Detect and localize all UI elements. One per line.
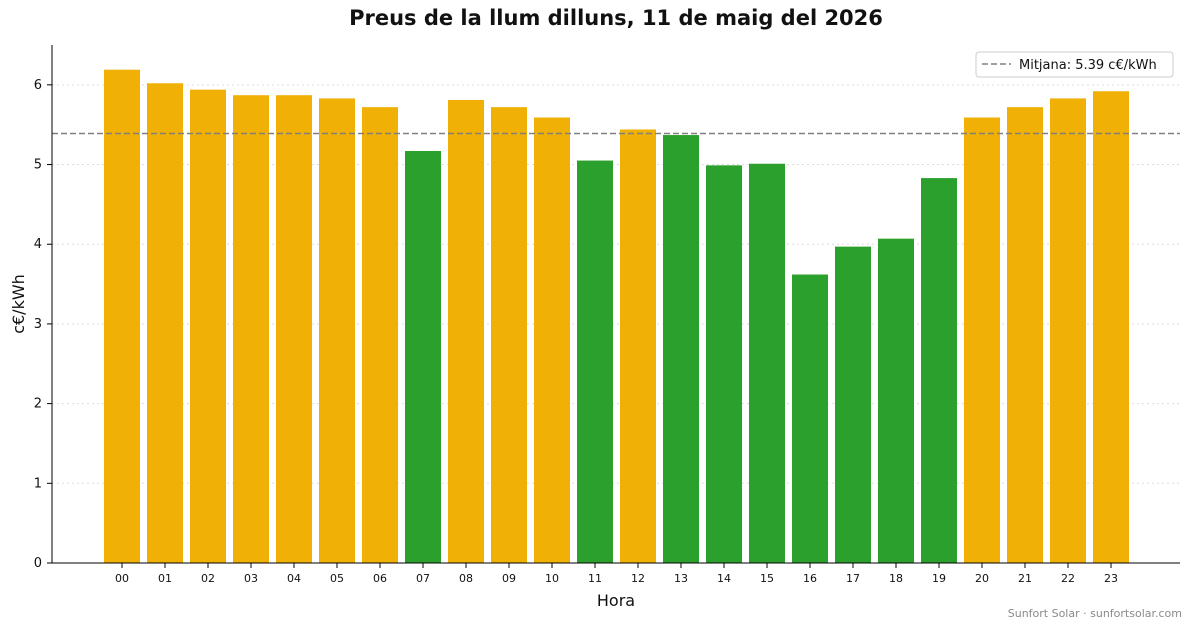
y-tick-label: 0 (34, 556, 42, 571)
x-tick-label: 10 (545, 572, 559, 585)
bar-hour-23 (1093, 91, 1129, 564)
bar-hour-14 (706, 165, 742, 563)
x-tick-label: 05 (330, 572, 344, 585)
x-tick-label: 07 (416, 572, 430, 585)
bar-hour-11 (577, 160, 613, 564)
x-tick-label: 19 (932, 572, 946, 585)
x-tick-label: 13 (674, 572, 688, 585)
x-tick-label: 17 (846, 572, 860, 585)
x-tick-label: 12 (631, 572, 645, 585)
x-tick-label: 09 (502, 572, 516, 585)
bar-hour-15 (749, 163, 785, 564)
x-tick-label: 15 (760, 572, 774, 585)
x-tick-label: 14 (717, 572, 731, 585)
x-tick-label: 11 (588, 572, 602, 585)
bar-hour-19 (921, 178, 957, 563)
bar-hour-13 (663, 135, 699, 563)
bar-hour-08 (448, 99, 484, 563)
legend-mean-label: Mitjana: 5.39 c€/kWh (1019, 58, 1157, 73)
y-tick-label: 6 (34, 78, 42, 93)
y-tick-label: 2 (34, 397, 42, 412)
x-tick-label: 06 (373, 572, 387, 585)
chart-title: Preus de la llum dilluns, 11 de maig del… (349, 6, 883, 30)
bar-hour-05 (319, 98, 355, 563)
bar-hour-03 (233, 95, 269, 564)
x-tick-label: 20 (975, 572, 989, 585)
bar-hour-22 (1050, 98, 1086, 563)
bar-hour-20 (964, 117, 1000, 564)
footer-credit: Sunfort Solar · sunfortsolar.com (1008, 607, 1182, 620)
bar-hour-07 (405, 150, 441, 563)
x-tick-label: 16 (803, 572, 817, 585)
bar-hour-18 (878, 238, 914, 563)
bars-group (104, 69, 1129, 564)
x-tick-label: 03 (244, 572, 258, 585)
bar-hour-16 (792, 274, 828, 563)
bar-hour-10 (534, 117, 570, 564)
y-tick-label: 5 (34, 158, 42, 173)
bar-hour-21 (1007, 107, 1043, 563)
bar-hour-04 (276, 95, 312, 564)
bar-hour-00 (104, 69, 140, 563)
x-tick-label: 00 (115, 572, 129, 585)
legend: Mitjana: 5.39 c€/kWh (975, 51, 1174, 78)
y-tick-label: 1 (34, 476, 42, 491)
bar-hour-17 (835, 246, 871, 564)
x-tick-label: 23 (1104, 572, 1118, 585)
x-tick-label: 22 (1061, 572, 1075, 585)
bar-hour-12 (620, 129, 656, 563)
legend-box (975, 51, 1174, 78)
bar-hour-09 (491, 107, 527, 563)
axes (51, 45, 1180, 564)
y-axis-label: c€/kWh (9, 274, 28, 334)
y-tick-label: 4 (34, 237, 42, 252)
x-tick-label: 18 (889, 572, 903, 585)
x-tick-label: 21 (1018, 572, 1032, 585)
x-ticks: 00 01 02 03 04 05 06 07 08 09 10 11 12 13 14 15 16 17 18 19… (115, 563, 1118, 585)
x-axis-label: Hora (597, 591, 635, 610)
x-tick-label: 02 (201, 572, 215, 585)
bar-hour-06 (362, 107, 398, 563)
bar-hour-01 (147, 83, 183, 563)
x-tick-label: 08 (459, 572, 473, 585)
y-ticks: 0 1 2 3 4 5 6 (34, 78, 52, 571)
bar-hour-02 (190, 89, 226, 564)
x-tick-label: 04 (287, 572, 301, 585)
y-tick-label: 3 (34, 317, 42, 332)
x-tick-label: 01 (158, 572, 172, 585)
